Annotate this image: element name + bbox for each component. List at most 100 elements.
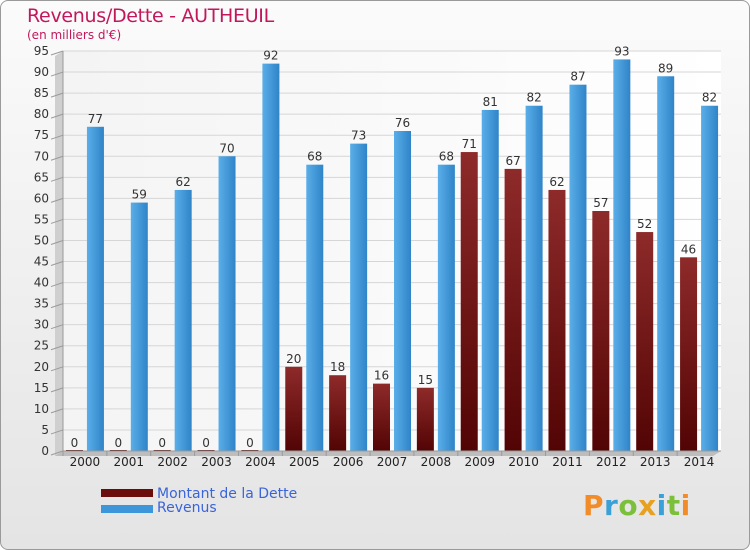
proxiti-logo: Proxiti [583, 489, 691, 522]
y-tick-mark [50, 92, 64, 98]
bar-revenus [394, 131, 411, 451]
data-label: 0 [246, 436, 254, 450]
data-label: 0 [71, 436, 79, 450]
logo-letter: i [656, 489, 667, 522]
data-label: 87 [570, 70, 585, 84]
chart-subtitle: (en milliers d'€) [27, 28, 122, 42]
y-tick-mark [50, 450, 64, 456]
bar-revenus [130, 202, 148, 451]
y-tick-mark [50, 408, 64, 414]
y-tick-label: 30 [34, 318, 49, 332]
bar-revenus [86, 126, 104, 451]
y-tick-label: 35 [34, 297, 49, 311]
y-tick-mark [50, 282, 64, 288]
bar-dette [329, 375, 347, 451]
data-label: 59 [132, 188, 147, 202]
data-label: 82 [702, 91, 717, 105]
y-tick-mark [50, 324, 64, 330]
data-label: 0 [202, 436, 210, 450]
y-tick-mark [50, 218, 64, 224]
y-tick-mark [50, 261, 64, 267]
x-tick-label: 2009 [464, 455, 495, 469]
y-tick-label: 60 [34, 191, 49, 205]
x-tick-label: 2010 [508, 455, 539, 469]
y-tick-mark [50, 197, 64, 203]
legend-swatch-dette [101, 489, 153, 497]
y-tick-mark [50, 176, 64, 182]
y-tick-label: 5 [41, 423, 49, 437]
y-tick-label: 50 [34, 233, 49, 247]
y-tick-label: 65 [34, 170, 49, 184]
data-label: 62 [549, 175, 564, 189]
data-label: 89 [658, 61, 673, 75]
data-label: 46 [681, 242, 696, 256]
bar-revenus [218, 156, 236, 451]
data-label: 57 [593, 196, 608, 210]
x-tick-label: 2002 [157, 455, 188, 469]
legend-swatch-revenus [101, 505, 153, 513]
data-label: 93 [614, 44, 629, 58]
bar-revenus [437, 164, 455, 451]
bar-dette [680, 257, 698, 451]
y-tick-mark [50, 239, 64, 245]
y-tick-mark [50, 387, 64, 393]
y-tick-label: 25 [34, 339, 49, 353]
bar-revenus [174, 189, 192, 451]
y-tick-label: 90 [34, 65, 49, 79]
data-label: 76 [395, 116, 410, 130]
x-tick-label: 2011 [552, 455, 583, 469]
y-tick-label: 80 [34, 107, 49, 121]
bar-revenus [569, 84, 587, 452]
bar-dette [636, 232, 654, 451]
x-tick-label: 2005 [289, 455, 320, 469]
data-label: 18 [330, 360, 345, 374]
bar-revenus [481, 109, 499, 452]
bar-revenus [701, 105, 719, 451]
data-label: 15 [418, 373, 433, 387]
chart-title: Revenus/Dette - AUTHEUIL [27, 5, 274, 27]
bar-revenus [657, 76, 675, 452]
data-label: 0 [114, 436, 122, 450]
y-tick-mark [50, 155, 64, 161]
data-label: 73 [351, 129, 366, 143]
logo-letter: r [604, 489, 619, 522]
bar-dette [460, 152, 478, 452]
y-tick-mark [50, 366, 64, 372]
data-label: 68 [439, 150, 454, 164]
y-tick-label: 15 [34, 381, 49, 395]
bar-revenus [350, 143, 368, 451]
data-label: 82 [526, 91, 541, 105]
data-label: 67 [505, 154, 520, 168]
logo-letter: P [583, 489, 605, 522]
data-label: 0 [158, 436, 166, 450]
y-tick-mark [50, 429, 64, 435]
plot-side-wall [55, 51, 63, 456]
x-tick-label: 2013 [640, 455, 671, 469]
bar-dette [592, 211, 610, 451]
legend-label-dette: Montant de la Dette [157, 486, 298, 502]
data-label: 92 [263, 49, 278, 63]
bar-revenus [262, 63, 280, 451]
y-tick-label: 45 [34, 255, 49, 269]
bar-revenus [525, 105, 543, 451]
y-tick-mark [50, 71, 64, 77]
data-label: 62 [176, 175, 191, 189]
bar-dette [504, 168, 522, 452]
data-label: 16 [374, 369, 389, 383]
data-label: 70 [219, 141, 234, 155]
y-tick-label: 40 [34, 276, 49, 290]
x-tick-label: 2003 [201, 455, 232, 469]
x-tick-label: 2001 [114, 455, 145, 469]
x-tick-label: 2014 [684, 455, 715, 469]
y-tick-label: 55 [34, 212, 49, 226]
x-tick-label: 2000 [70, 455, 101, 469]
x-tick-label: 2007 [377, 455, 408, 469]
x-tick-label: 2012 [596, 455, 627, 469]
logo-letter: o [618, 489, 639, 522]
x-tick-label: 2004 [245, 455, 276, 469]
plot-area [63, 51, 721, 451]
plot-floor [55, 451, 721, 456]
x-tick-label: 2008 [421, 455, 452, 469]
